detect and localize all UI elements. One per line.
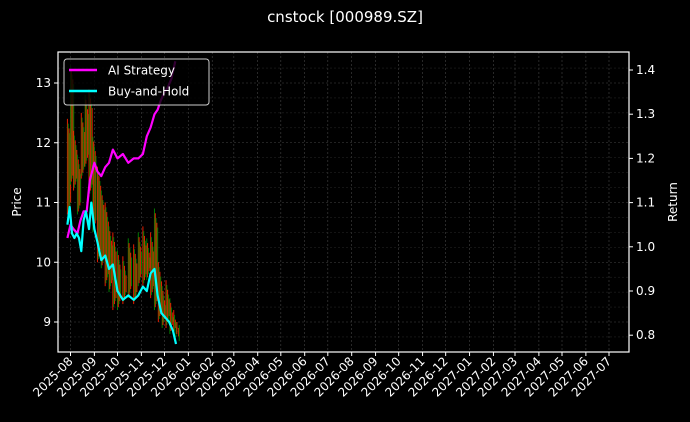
chart-title: cnstock [000989.SZ] <box>267 8 423 26</box>
y-tick-label-left: 13 <box>36 76 51 90</box>
legend: AI Strategy Buy-and-Hold <box>63 58 210 106</box>
series-line-buy-and-hold <box>66 201 178 345</box>
y-axis-right: 0.8 0.9 1.0 1.1 1.2 1.3 1.4 <box>629 63 655 342</box>
x-axis: 2025-082025-092025-102025-112025-122026-… <box>30 352 614 400</box>
y-tick-label-right: 1.1 <box>636 196 655 210</box>
y-axis-right-label: Return <box>666 182 680 222</box>
legend-label-buy-and-hold: Buy-and-Hold <box>108 85 189 99</box>
y-tick-label-right: 1.4 <box>636 63 655 77</box>
y-tick-label-right: 1.0 <box>636 240 655 254</box>
y-tick-label-right: 1.3 <box>636 107 655 121</box>
series-lines <box>66 60 178 345</box>
grid-lines <box>58 52 629 352</box>
y-tick-label-left: 11 <box>36 196 51 210</box>
y-tick-label-left: 9 <box>43 315 51 329</box>
y-tick-label-left: 12 <box>36 136 51 150</box>
legend-label-ai-strategy: AI Strategy <box>108 64 175 78</box>
y-axis-left-label: Price <box>10 187 24 216</box>
y-tick-label-right: 0.9 <box>636 284 655 298</box>
y-tick-label-right: 1.2 <box>636 151 655 165</box>
series-line-ai-strategy <box>66 60 177 239</box>
y-tick-label-left: 10 <box>36 255 51 269</box>
y-axis-left: 9 10 11 12 13 <box>36 76 58 329</box>
y-tick-label-right: 0.8 <box>636 328 655 342</box>
